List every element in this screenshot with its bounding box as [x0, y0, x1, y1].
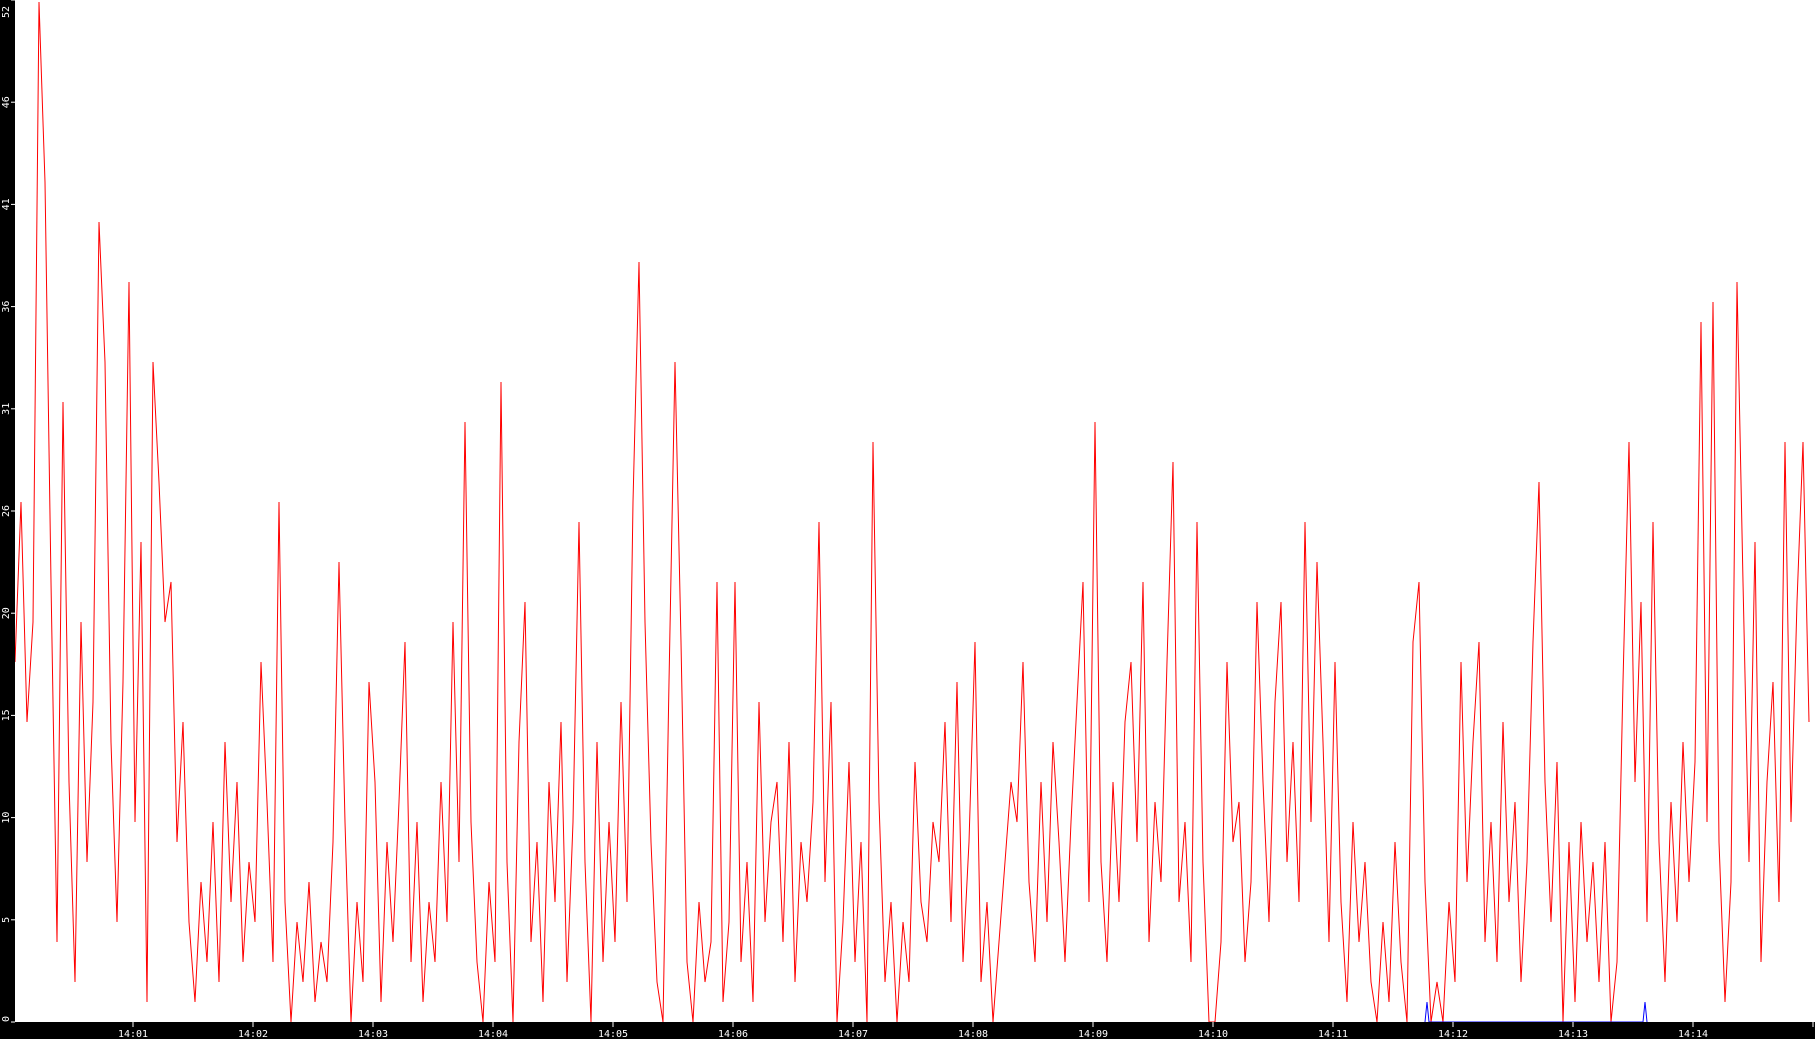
y-tick-label: 15	[1, 709, 12, 721]
y-tick-label: 36	[1, 301, 12, 313]
x-tick-label: 14:02	[238, 1029, 268, 1039]
x-tick-label: 14:03	[358, 1029, 388, 1039]
y-axis-bar	[0, 0, 15, 1039]
x-tick-label: 14:09	[1078, 1029, 1108, 1039]
x-tick-label: 14:13	[1558, 1029, 1588, 1039]
series-line-red	[14, 1, 1810, 1023]
plot-area	[15, 0, 1815, 1022]
y-tick-label: 26	[1, 505, 12, 517]
y-tick-label: 0	[1, 1016, 12, 1022]
x-tick-label: 14:11	[1318, 1029, 1348, 1039]
y-tick-label: 41	[1, 198, 12, 210]
x-tick-label: 14:06	[718, 1029, 748, 1039]
y-axis: 0 5 10 15 20 26 31 36 41 46 52	[1, 0, 15, 1023]
x-tick-label: 14:08	[958, 1029, 988, 1039]
x-axis-bar	[0, 1022, 1815, 1039]
y-tick-label: 20	[1, 607, 12, 619]
x-tick-label: 14:07	[838, 1029, 868, 1039]
y-tick-label: 10	[1, 812, 12, 824]
x-tick-label: 14:14	[1678, 1029, 1708, 1039]
x-axis: 14:01 14:02 14:03 14:04 14:05 14:06 14:07 14:08…	[118, 1022, 1814, 1039]
x-tick-label: 14:05	[598, 1029, 628, 1039]
x-tick-label: 14:04	[478, 1029, 508, 1039]
y-tick-label: 31	[1, 403, 12, 415]
x-tick-label: 14:10	[1198, 1029, 1228, 1039]
x-tick-label: 14:12	[1438, 1029, 1468, 1039]
y-tick-label: 46	[1, 96, 12, 108]
x-tick-label: 14:01	[118, 1029, 148, 1039]
y-tick-label: 52	[1, 6, 12, 18]
y-tick-label: 5	[1, 917, 12, 923]
